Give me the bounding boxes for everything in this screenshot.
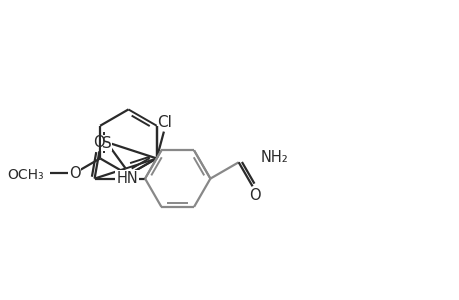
Text: HN: HN: [116, 171, 138, 186]
Text: O: O: [248, 188, 260, 203]
Text: O: O: [93, 135, 105, 150]
Text: OCH₃: OCH₃: [8, 168, 44, 182]
Text: S: S: [101, 136, 111, 151]
Text: O: O: [69, 166, 80, 181]
Text: Cl: Cl: [157, 115, 172, 130]
Text: NH₂: NH₂: [260, 150, 288, 165]
